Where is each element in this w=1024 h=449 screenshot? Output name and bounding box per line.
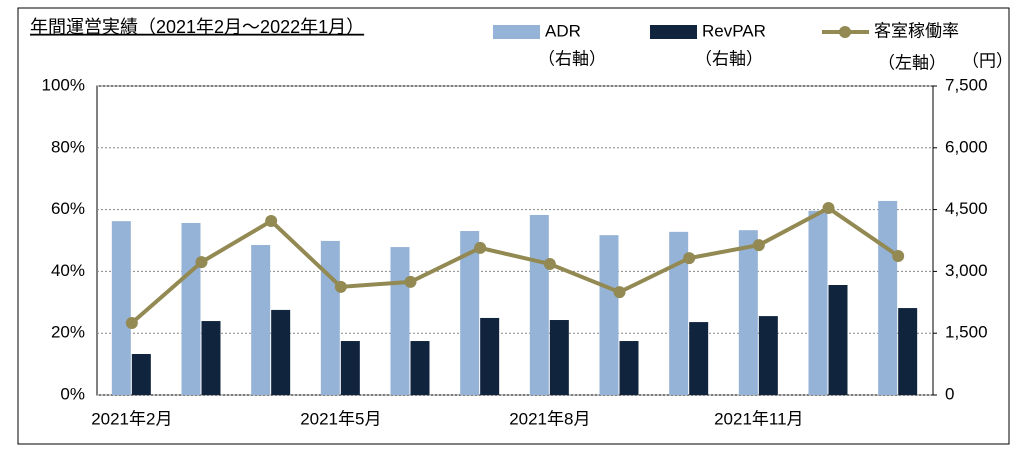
y2-tick-label: 7,500 xyxy=(945,75,988,94)
line-marker xyxy=(752,239,765,252)
bar xyxy=(619,341,639,395)
y2-tick-label: 1,500 xyxy=(945,323,988,342)
legend-label: ADR xyxy=(545,21,581,40)
x-tick-label: 2021年11月 xyxy=(714,409,803,428)
line-marker xyxy=(613,286,626,299)
legend-note: （右軸） xyxy=(538,49,606,68)
legend-label: 客室稼働率 xyxy=(874,21,959,40)
bar xyxy=(669,231,689,395)
bar xyxy=(131,354,151,395)
bar xyxy=(201,321,221,395)
line xyxy=(130,205,900,325)
bar xyxy=(111,221,131,395)
y-tick-label: 100% xyxy=(42,75,85,94)
bar xyxy=(390,247,410,395)
bar xyxy=(758,316,778,395)
y-tick-label: 20% xyxy=(51,323,85,342)
line-marker xyxy=(265,215,278,228)
line-marker xyxy=(474,241,487,254)
chart-title: 年間運営実績（2021年2月～2022年1月） xyxy=(30,17,364,37)
y-tick-label: 40% xyxy=(51,261,85,280)
bar xyxy=(251,245,271,395)
y-tick-label: 0% xyxy=(60,384,85,403)
bar xyxy=(898,308,918,395)
line-marker xyxy=(822,202,835,215)
line-marker xyxy=(683,252,696,265)
x-tick-label: 2021年5月 xyxy=(300,409,381,428)
y2-tick-label: 3,000 xyxy=(945,261,988,280)
bar xyxy=(808,210,828,395)
line-marker xyxy=(125,317,138,330)
bar xyxy=(689,322,709,395)
y2-tick-label: 6,000 xyxy=(945,137,988,156)
legend-swatch xyxy=(493,25,540,39)
line-marker xyxy=(195,256,208,269)
legend-note: （左軸） xyxy=(878,53,946,72)
line-marker xyxy=(334,280,347,293)
bar xyxy=(599,235,619,395)
y2-tick-label: 4,500 xyxy=(945,199,988,218)
bar xyxy=(271,309,291,395)
bar xyxy=(529,214,549,395)
y-tick-label: 80% xyxy=(51,137,85,156)
y-tick-label: 60% xyxy=(51,199,85,218)
legend-label: RevPAR xyxy=(702,21,766,40)
bar xyxy=(320,240,340,395)
chart-frame xyxy=(17,7,1010,445)
line-marker xyxy=(543,257,556,270)
bar xyxy=(549,320,569,395)
x-tick-label: 2021年8月 xyxy=(509,409,590,428)
x-tick-label: 2021年2月 xyxy=(91,409,172,428)
legend-swatch xyxy=(650,25,697,39)
bar xyxy=(878,200,898,395)
bar xyxy=(460,231,480,395)
y2-tick-label: 0 xyxy=(945,384,954,403)
legend-note: （右軸） xyxy=(695,49,763,68)
line-marker xyxy=(404,275,417,288)
y2-unit: （円） xyxy=(962,51,1013,70)
bar xyxy=(828,284,848,395)
legend-swatch xyxy=(839,26,851,38)
bar xyxy=(181,222,201,395)
bar xyxy=(480,317,500,395)
bar xyxy=(340,341,360,395)
bar xyxy=(410,341,430,395)
bar xyxy=(738,230,758,395)
line-marker xyxy=(892,249,905,262)
